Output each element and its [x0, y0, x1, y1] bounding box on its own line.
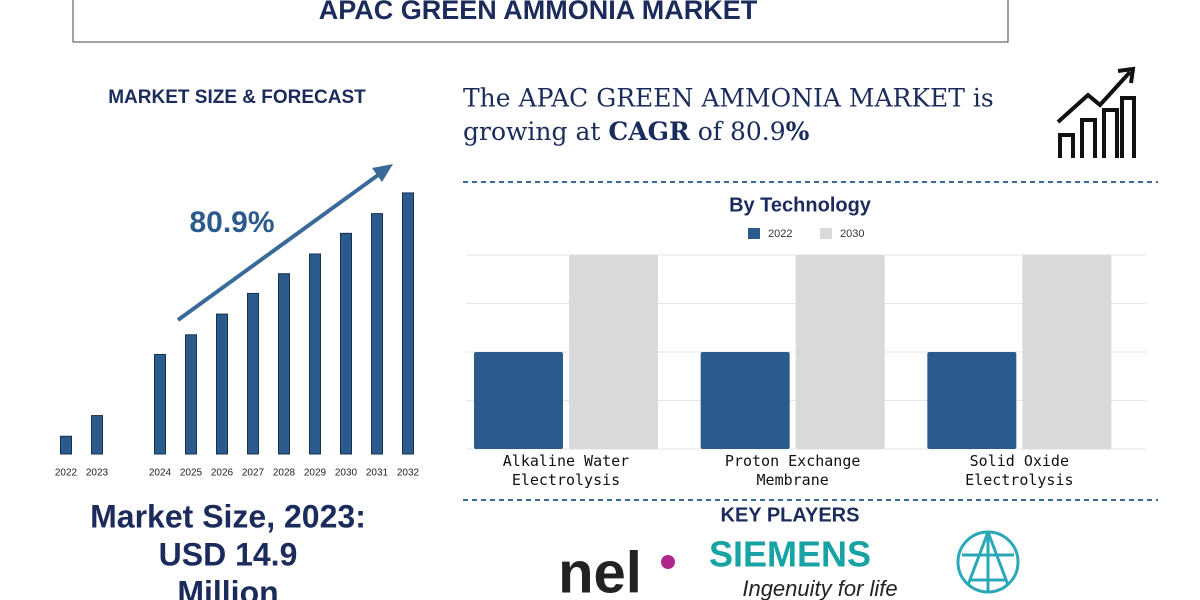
- key-players-title: KEY PLAYERS: [721, 504, 860, 526]
- x-tick-label: 2025: [180, 468, 203, 479]
- technology-title: By Technology: [729, 194, 872, 216]
- nel-dot: [661, 555, 675, 569]
- bar: [309, 253, 321, 455]
- bar: [1022, 255, 1112, 449]
- x-tick-label: 2026: [211, 468, 234, 479]
- bar: [569, 255, 658, 449]
- bar: [700, 352, 790, 449]
- siemens-slogan: Ingenuity for life: [742, 576, 897, 600]
- bar: [278, 273, 290, 455]
- siemens-logo: SIEMENS: [709, 534, 871, 575]
- x-tick-label: Proton Exchange Membrane: [724, 452, 861, 489]
- forecast-chart: 2022 2023 2024 2025 2026 2027 2028 2029 2030 2031…: [55, 192, 420, 479]
- trend-arrow: [176, 164, 393, 322]
- growth-icon: [1056, 66, 1136, 158]
- x-tick-label: 2023: [86, 468, 109, 479]
- x-tick-label: 2029: [304, 468, 327, 479]
- market-size-value: USD 14.9: [159, 536, 298, 572]
- technology-chart: 2022 2030: [466, 228, 1146, 450]
- legend-swatch: [748, 228, 760, 239]
- nel-logo: nel: [558, 540, 642, 600]
- header-title: APAC GREEN AMMONIA MARKET: [319, 0, 758, 25]
- cagr-annotation: 80.9%: [189, 206, 274, 239]
- bar: [340, 232, 352, 455]
- cagr-text: of 80.9: [690, 117, 786, 146]
- x-tick-label: 2028: [273, 468, 296, 479]
- cagr-line2: growing at CAGR of 80.9%: [463, 117, 810, 146]
- cagr-text: growing at: [463, 117, 608, 146]
- bar: [927, 352, 1017, 449]
- x-tick-label: 2027: [242, 468, 265, 479]
- x-tick-label: 2030: [335, 468, 358, 479]
- x-tick-label: Alkaline Water Electrolysis: [502, 452, 630, 489]
- x-tick-label: Solid Oxide Electrolysis: [965, 452, 1074, 489]
- bar: [216, 313, 228, 455]
- x-tick-label: 2031: [366, 468, 389, 479]
- legend-label: 2030: [840, 228, 864, 240]
- market-size-unit: Million: [177, 574, 278, 600]
- market-size-label: Market Size, 2023:: [90, 498, 366, 534]
- bar: [795, 255, 885, 449]
- bar: [371, 213, 383, 455]
- x-tick-label: 2022: [55, 468, 78, 479]
- cagr-line1: The APAC GREEN AMMONIA MARKET is: [463, 84, 994, 113]
- header-box: [72, 0, 1009, 43]
- x-tick-label: 2024: [149, 468, 172, 479]
- bar: [60, 435, 72, 455]
- bar: [247, 292, 259, 455]
- bar: [402, 192, 414, 455]
- x-tick-label: 2032: [397, 468, 420, 479]
- bar: [474, 352, 563, 449]
- bar: [185, 334, 197, 455]
- bar: [154, 353, 166, 455]
- cagr-unit: %: [786, 117, 810, 146]
- legend-label: 2022: [768, 228, 792, 240]
- legend-swatch: [820, 228, 832, 239]
- bar: [91, 415, 103, 455]
- forecast-title: MARKET SIZE & FORECAST: [108, 87, 366, 108]
- cagr-label: CAGR: [608, 117, 690, 146]
- thyssenkrupp-logo: [956, 530, 1020, 594]
- market-size: Market Size, 2023: USD 14.9 Million: [90, 498, 366, 600]
